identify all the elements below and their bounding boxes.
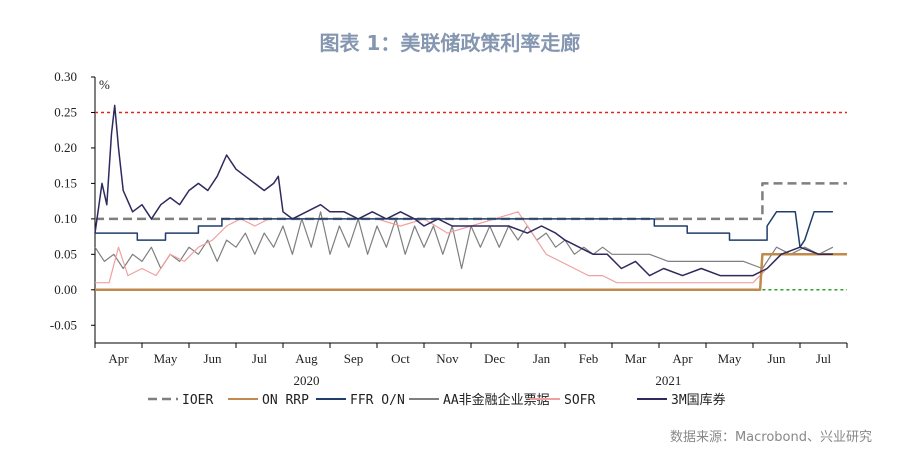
y-tick-label: -0.05 (50, 317, 77, 332)
series-line-0 (95, 182, 847, 221)
x-tick-label: Jul (816, 351, 832, 366)
x-tick-label: Oct (391, 351, 410, 366)
series-line-4 (95, 211, 833, 284)
series-line-5 (94, 104, 833, 277)
x-tick-label: Jan (533, 351, 551, 366)
x-tick-label: Dec (484, 351, 505, 366)
legend-label: IOER (182, 393, 213, 408)
x-tick-label: Mar (625, 351, 647, 366)
source-note: 数据来源：Macrobond、兴业研究 (670, 430, 872, 445)
legend: IOER ON RRP FFR O/N AA非金融企业票据 SOFR 3M国库券 (148, 392, 726, 408)
legend-label: AA非金融企业票据 (443, 392, 550, 408)
y-tick-label: 0.00 (54, 282, 77, 297)
y-tick-label: 0.20 (54, 140, 77, 155)
y-tick-label: 0.15 (54, 175, 77, 190)
year-label: 2021 (655, 373, 681, 388)
legend-label: 3M国库券 (671, 392, 726, 408)
series-line-2 (95, 211, 833, 248)
x-tick-label: Jun (767, 351, 786, 366)
y-tick-label: 0.30 (54, 69, 77, 84)
year-label: 2020 (294, 373, 320, 388)
x-tick-label: Aug (295, 351, 318, 366)
x-tick-label: Apr (672, 351, 693, 366)
x-tick-label: Feb (579, 351, 599, 366)
chart-title: 图表 1：美联储政策利率走廊 (320, 31, 581, 55)
legend-label: SOFR (564, 393, 595, 408)
y-tick-label: 0.25 (54, 104, 77, 119)
series-line-1 (95, 253, 847, 292)
series-line-3 (94, 211, 834, 270)
y-tick-label: 0.10 (54, 211, 77, 226)
x-tick-label: Jun (203, 351, 222, 366)
x-tick-label: Nov (436, 351, 459, 366)
y-unit-label: % (99, 77, 110, 92)
x-tick-label: May (154, 351, 178, 366)
legend-label: ON RRP (262, 393, 309, 408)
legend-label: FFR O/N (350, 393, 405, 408)
x-tick-label: Sep (344, 351, 364, 366)
x-tick-label: May (718, 351, 742, 366)
y-tick-label: 0.05 (54, 246, 77, 261)
plot-area: 0.30 0.25 0.20 0.15 0.10 0.05 0.00 -0.05% Apr May… (50, 69, 848, 388)
x-tick-label: Jul (252, 351, 268, 366)
x-tick-label: Apr (108, 351, 129, 366)
